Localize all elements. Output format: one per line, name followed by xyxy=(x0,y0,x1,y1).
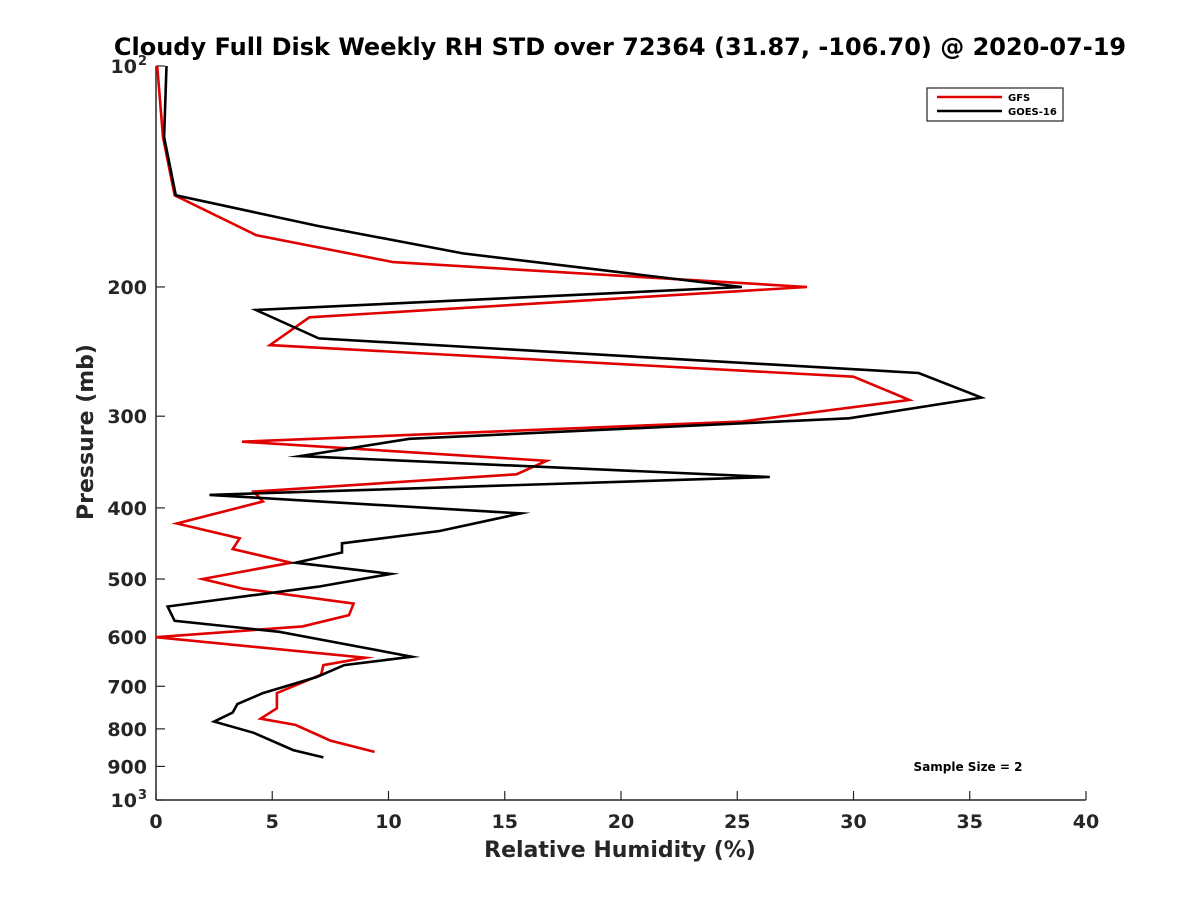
x-tick-label: 25 xyxy=(724,811,750,833)
x-axis-label: Relative Humidity (%) xyxy=(484,838,756,863)
series-line-gfs xyxy=(155,65,915,754)
y-tick-label: 10 xyxy=(111,790,137,812)
chart-title: Cloudy Full Disk Weekly RH STD over 7236… xyxy=(114,33,1126,61)
y-tick-label: 400 xyxy=(107,498,147,520)
x-tick-label: 15 xyxy=(492,811,518,833)
y-tick-label: 600 xyxy=(107,627,147,649)
x-tick-label: 20 xyxy=(608,811,634,833)
x-tick-label: 40 xyxy=(1073,811,1099,833)
y-tick-label: 10 xyxy=(111,56,137,78)
legend-box xyxy=(926,87,1064,122)
y-tick-exponent: 2 xyxy=(138,54,147,69)
y-tick-label: 700 xyxy=(107,676,147,698)
x-tick-label: 10 xyxy=(375,811,401,833)
series-layer xyxy=(155,65,987,759)
y-tick-label: 300 xyxy=(107,406,147,428)
x-tick-label: 0 xyxy=(149,811,162,833)
x-tick-label: 5 xyxy=(266,811,279,833)
sample-size-annotation: Sample Size = 2 xyxy=(914,760,1023,774)
y-tick-label: 900 xyxy=(107,756,147,778)
legend-entry: GOES-16 xyxy=(1008,107,1057,118)
legend: GFS GOES-16 xyxy=(926,87,1064,122)
series-line-goes-16 xyxy=(162,65,987,759)
y-tick-exponent: 3 xyxy=(138,788,147,803)
y-tick-label: 800 xyxy=(107,719,147,741)
x-tick-label: 35 xyxy=(957,811,983,833)
x-tick-label: 30 xyxy=(840,811,866,833)
y-axis-label: Pressure (mb) xyxy=(74,344,99,520)
y-tick-label: 500 xyxy=(107,569,147,591)
y-tick-label: 200 xyxy=(107,277,147,299)
legend-entry: GFS xyxy=(1008,93,1030,104)
